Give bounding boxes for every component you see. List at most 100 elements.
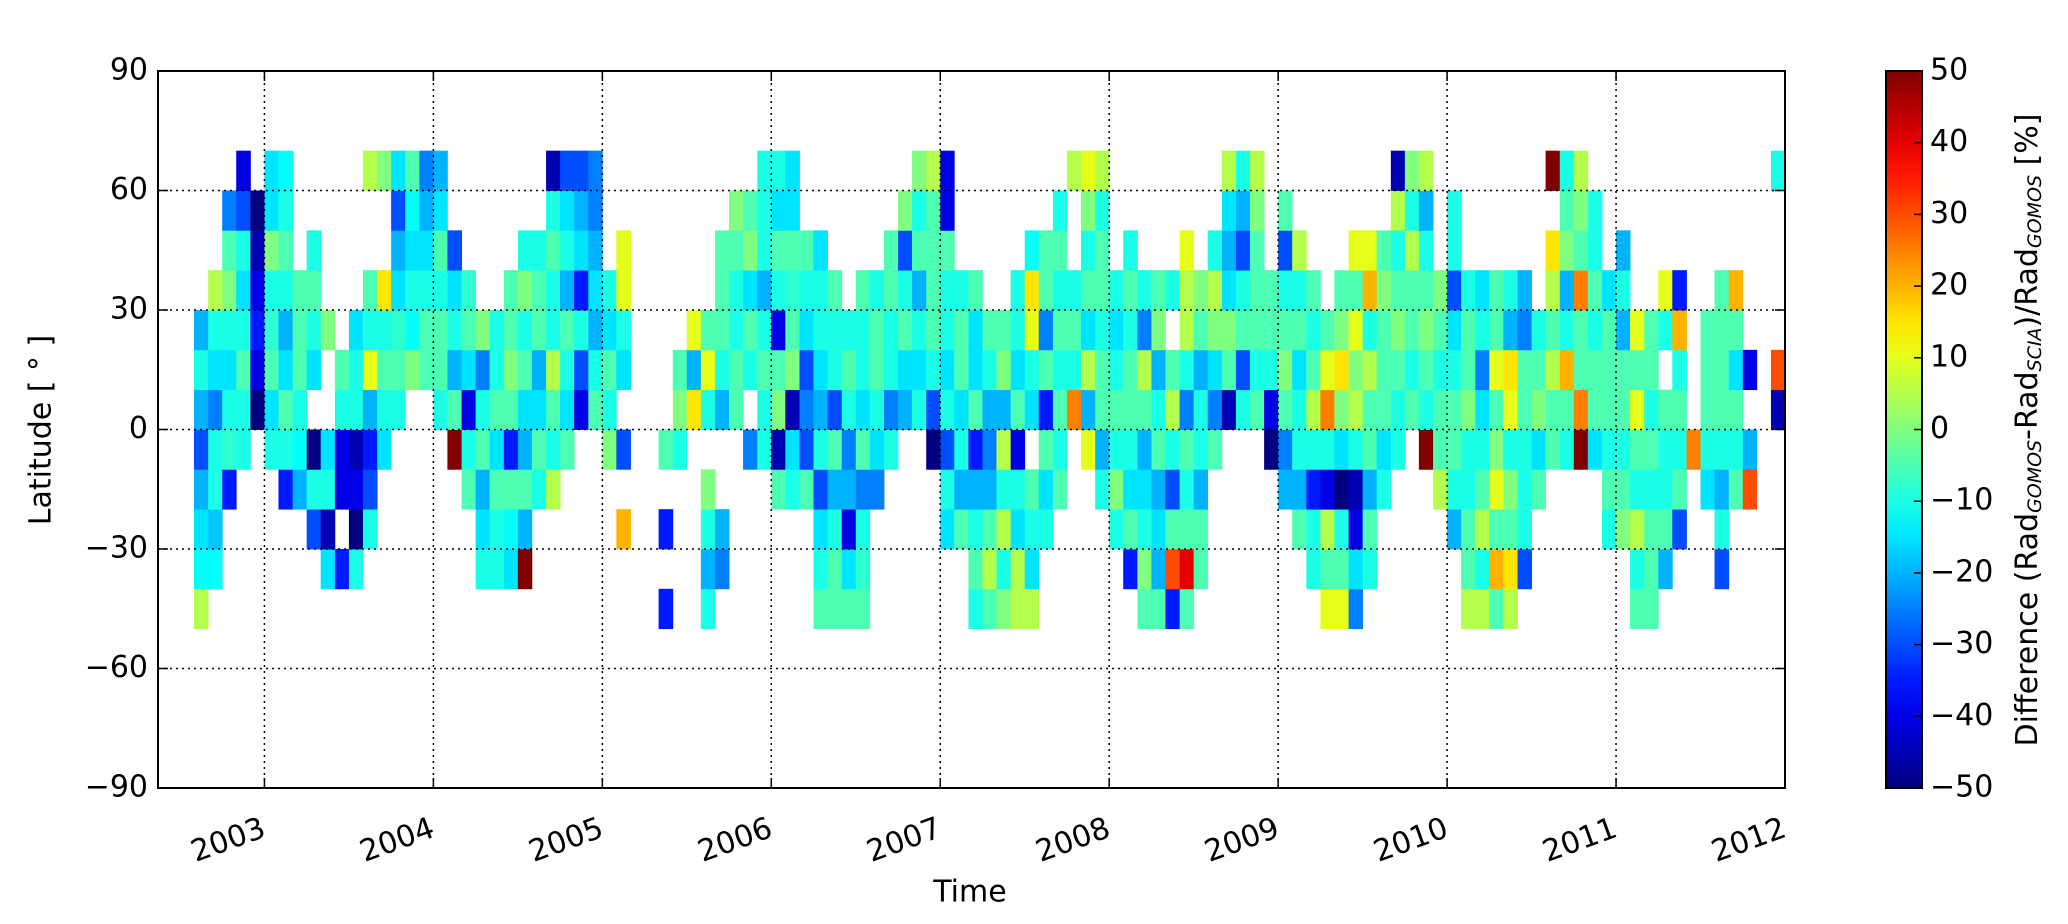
heatmap-cell: [560, 310, 575, 351]
heatmap-cell: [1278, 429, 1293, 470]
heatmap-cell: [222, 429, 237, 470]
heatmap-cell: [855, 310, 871, 351]
label-subscript: GOMOS: [2024, 440, 2046, 513]
heatmap-cell: [1137, 549, 1152, 590]
heatmap-cell: [1207, 310, 1223, 351]
heatmap-cell: [1024, 389, 1040, 430]
heatmap-cell: [503, 429, 519, 470]
heatmap-cell: [1264, 349, 1279, 391]
heatmap-cell: [1278, 270, 1293, 311]
y-tick-label: −60: [85, 650, 148, 685]
heatmap-cell: [883, 230, 899, 271]
heatmap-cell: [1080, 150, 1096, 191]
cells: [193, 150, 1786, 630]
heatmap-cell: [193, 429, 209, 470]
heatmap-cell: [1334, 469, 1349, 510]
heatmap-cell: [729, 349, 744, 391]
heatmap-cell: [1404, 349, 1420, 391]
heatmap-cell: [1151, 549, 1166, 590]
heatmap-cell: [1066, 349, 1082, 391]
heatmap-cell: [813, 270, 828, 311]
heatmap-cell: [1109, 509, 1124, 550]
heatmap-cell: [1390, 150, 1406, 191]
heatmap-cell: [982, 588, 997, 630]
heatmap-cell: [1728, 389, 1744, 430]
heatmap-cell: [1249, 310, 1265, 351]
heatmap-cell: [560, 429, 575, 470]
heatmap-cell: [193, 469, 209, 510]
heatmap-cell: [743, 310, 758, 351]
heatmap-cell: [1559, 150, 1575, 191]
heatmap-cell: [1193, 509, 1209, 550]
heatmap-cell: [447, 230, 463, 271]
heatmap-cell: [1095, 150, 1110, 191]
heatmap-cell: [1475, 549, 1490, 590]
heatmap-cell: [926, 190, 941, 231]
heatmap-cell: [447, 270, 463, 311]
heatmap-cell: [391, 310, 406, 351]
heatmap-cell: [1475, 509, 1490, 550]
heatmap-cell: [405, 310, 420, 351]
heatmap-cell: [1151, 310, 1166, 351]
heatmap-cell: [1517, 270, 1532, 311]
heatmap-cell: [1714, 270, 1730, 311]
heatmap-cell: [1503, 270, 1518, 311]
heatmap-cell: [1123, 310, 1138, 351]
heatmap-cell: [1052, 190, 1068, 231]
heatmap-cell: [715, 509, 730, 550]
heatmap-cell: [1320, 469, 1335, 510]
heatmap-cell: [1038, 509, 1054, 550]
heatmap-cell: [1559, 270, 1575, 311]
heatmap-cell: [306, 349, 322, 391]
colorbar-tick-label: 10: [1930, 339, 1968, 374]
colorbar-tick-label: 50: [1930, 53, 1968, 88]
heatmap-cell: [1278, 310, 1293, 351]
heatmap-cell: [1531, 429, 1546, 470]
x-tick-label: 2011: [1538, 811, 1622, 870]
heatmap-cell: [700, 509, 716, 550]
heatmap-cell: [1207, 230, 1223, 271]
heatmap-cell: [686, 349, 702, 391]
heatmap-cell: [1658, 509, 1673, 550]
heatmap-cell: [729, 389, 744, 430]
heatmap-cell: [1278, 469, 1293, 510]
heatmap-cell: [1348, 429, 1364, 470]
heatmap-cell: [193, 389, 209, 430]
heatmap-cell: [1137, 270, 1152, 311]
heatmap-cell: [348, 469, 364, 510]
heatmap-cell: [926, 429, 941, 470]
y-tick-label: 60: [110, 172, 148, 207]
heatmap-cell: [926, 310, 941, 351]
heatmap-cell: [278, 150, 294, 191]
heatmap-cell: [1221, 230, 1237, 271]
heatmap-cell: [1433, 270, 1448, 311]
heatmap-cell: [320, 310, 336, 351]
heatmap-cell: [250, 270, 265, 311]
heatmap-cell: [1404, 310, 1420, 351]
heatmap-cell: [208, 509, 223, 550]
heatmap-cell: [1024, 469, 1040, 510]
heatmap-cell: [531, 469, 547, 510]
heatmap-cell: [1151, 469, 1166, 510]
heatmap-cell: [1489, 429, 1504, 470]
heatmap-cell: [968, 310, 983, 351]
heatmap-cell: [419, 190, 434, 231]
heatmap-cell: [1531, 469, 1546, 510]
heatmap-cell: [1390, 230, 1406, 271]
heatmap-cell: [278, 270, 294, 311]
heatmap-cell: [1700, 389, 1715, 430]
heatmap-cell: [1573, 310, 1589, 351]
heatmap-cell: [1447, 389, 1462, 430]
heatmap-cell: [1066, 389, 1082, 430]
heatmap-cell: [1770, 389, 1786, 430]
heatmap-cell: [461, 429, 477, 470]
label-subscript: GOMOS: [2024, 175, 2046, 248]
heatmap-cell: [799, 230, 814, 271]
y-tick-label: −30: [85, 531, 148, 566]
heatmap-cell: [926, 230, 941, 271]
heatmap-cell: [1742, 349, 1758, 391]
heatmap-cell: [841, 509, 857, 550]
heatmap-cell: [1517, 549, 1532, 590]
heatmap-cell: [1362, 429, 1378, 470]
heatmap-cell: [405, 190, 420, 231]
